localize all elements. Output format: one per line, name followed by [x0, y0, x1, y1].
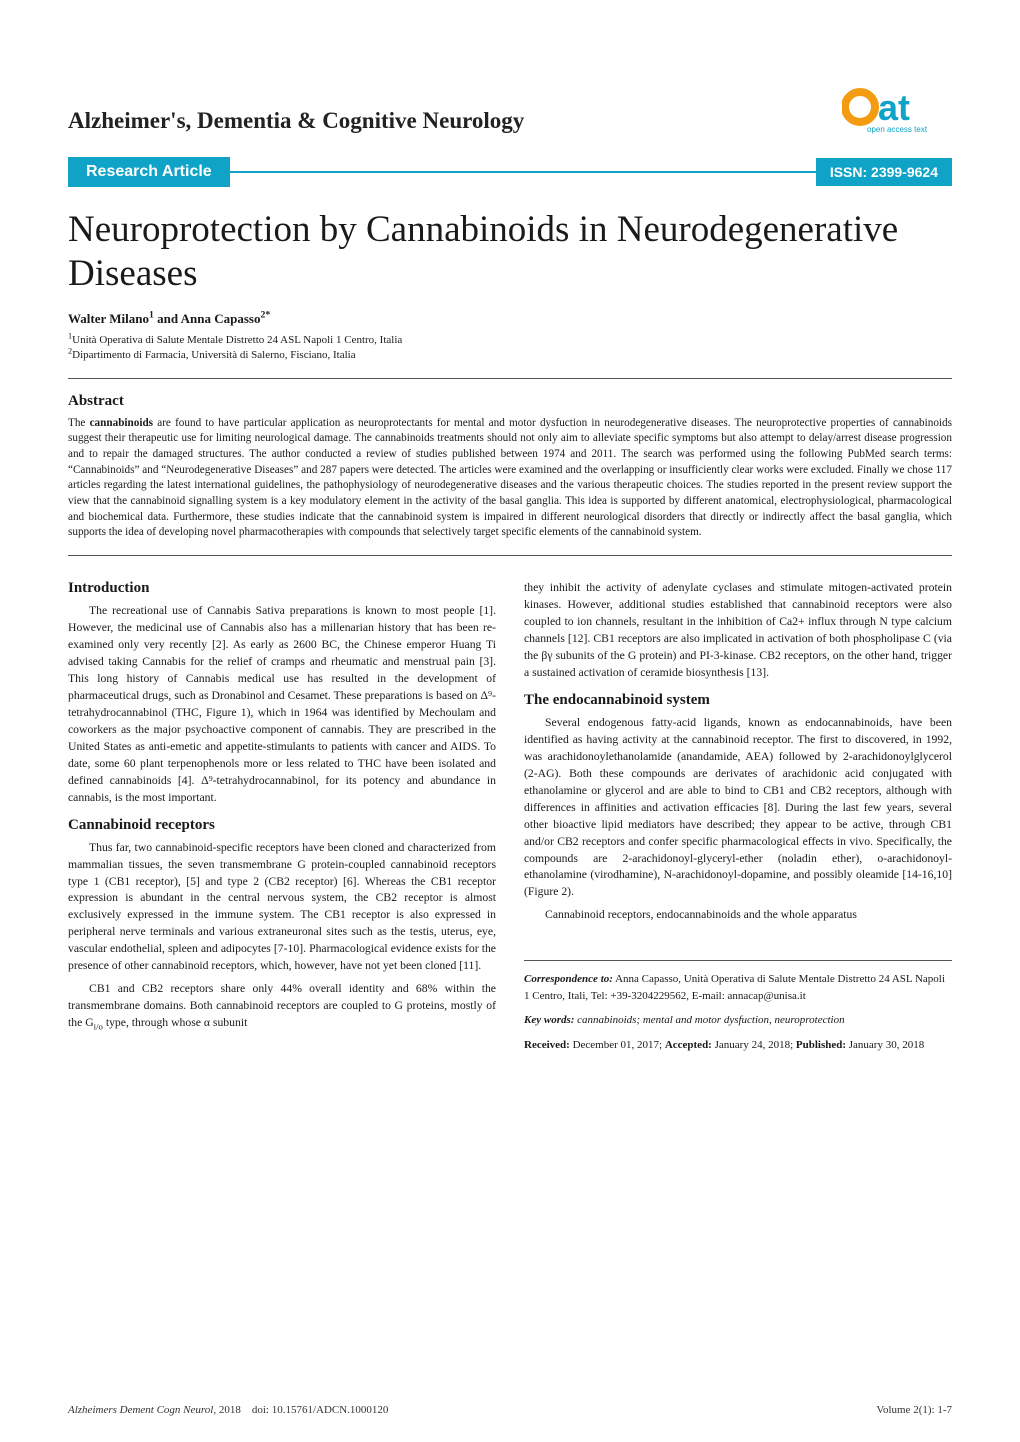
correspondence-text: Correspondence to: Anna Capasso, Unità O…: [524, 971, 952, 1004]
affiliation-1: 1Unità Operativa di Salute Mentale Distr…: [68, 333, 952, 348]
rule-below-abstract: [68, 555, 952, 556]
svg-text:at: at: [878, 87, 910, 128]
logo-subtext: open access text: [867, 125, 928, 134]
footer-right: Volume 2(1): 1-7: [876, 1404, 952, 1416]
affiliations: 1Unità Operativa di Salute Mentale Distr…: [68, 333, 952, 364]
rule-above-abstract: [68, 378, 952, 379]
abstract-text: The cannabinoids are found to have parti…: [68, 416, 952, 541]
body-columns: Introduction The recreational use of Can…: [68, 570, 952, 1061]
keywords-text: Key words: cannabinoids; mental and moto…: [524, 1012, 952, 1029]
oat-logo-icon: at open access text: [842, 82, 952, 134]
authors: Walter Milano1 and Anna Capasso2*: [68, 311, 952, 327]
page-footer: Alzheimers Dement Cogn Neurol, 2018 doi:…: [68, 1404, 952, 1416]
endocannabinoid-paragraph-2: Cannabinoid receptors, endocannabinoids …: [524, 907, 952, 924]
paper-title: Neuroprotection by Cannabinoids in Neuro…: [68, 208, 952, 297]
publisher-logo: at open access text: [842, 82, 952, 134]
right-col-continuation: they inhibit the activity of adenylate c…: [524, 580, 952, 682]
header-row: Alzheimer's, Dementia & Cognitive Neurol…: [68, 82, 952, 134]
badge-bar: Research Article ISSN: 2399-9624: [68, 156, 952, 188]
cannabinoid-receptors-heading: Cannabinoid receptors: [68, 817, 496, 834]
right-column: they inhibit the activity of adenylate c…: [524, 570, 952, 1061]
endocannabinoid-paragraph-1: Several endogenous fatty-acid ligands, k…: [524, 715, 952, 902]
dates-text: Received: December 01, 2017; Accepted: J…: [524, 1037, 952, 1054]
left-column: Introduction The recreational use of Can…: [68, 570, 496, 1061]
receptors-paragraph-1: Thus far, two cannabinoid-specific recep…: [68, 840, 496, 976]
article-type-badge: Research Article: [68, 157, 230, 187]
affiliation-2: 2Dipartimento di Farmacia, Università di…: [68, 348, 952, 363]
receptors-paragraph-2: CB1 and CB2 receptors share only 44% ove…: [68, 981, 496, 1033]
badge-rule: [230, 171, 816, 173]
abstract-heading: Abstract: [68, 393, 952, 410]
journal-name: Alzheimer's, Dementia & Cognitive Neurol…: [68, 108, 524, 134]
footer-left: Alzheimers Dement Cogn Neurol, 2018 doi:…: [68, 1404, 388, 1416]
correspondence-block: Correspondence to: Anna Capasso, Unità O…: [524, 960, 952, 1053]
issn-badge: ISSN: 2399-9624: [816, 158, 952, 186]
endocannabinoid-heading: The endocannabinoid system: [524, 692, 952, 709]
introduction-paragraph: The recreational use of Cannabis Sativa …: [68, 603, 496, 807]
introduction-heading: Introduction: [68, 580, 496, 597]
rule-correspondence: [524, 960, 952, 961]
